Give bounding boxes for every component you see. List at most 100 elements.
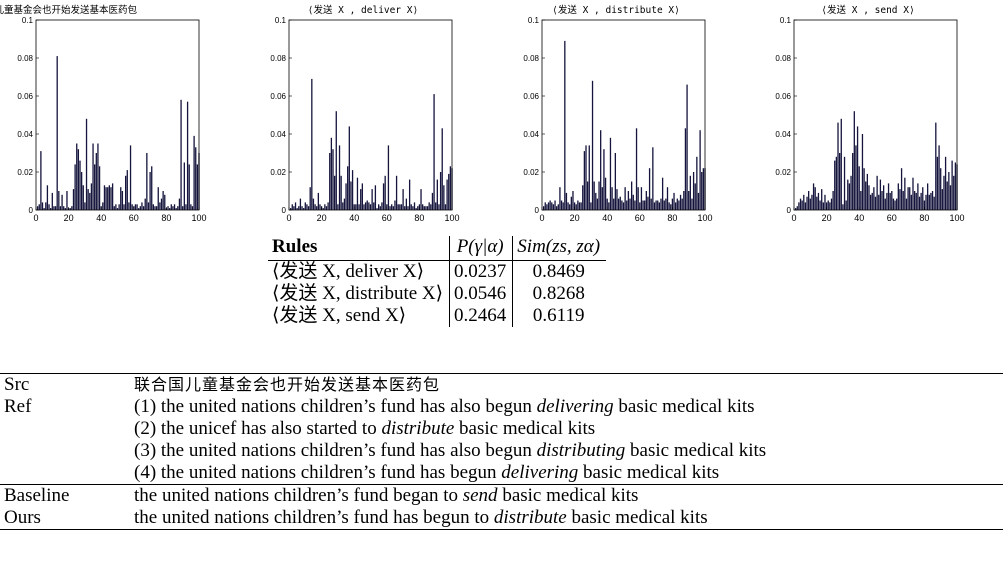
- chart-panel-deliver: ⟨发送 X , deliver X⟩ 0 20 40 60 80 100 0 0.02 0.04…: [253, 2, 473, 230]
- bar: [582, 185, 584, 210]
- row-label: Ours: [4, 507, 41, 528]
- bar: [590, 202, 592, 210]
- bar: [609, 137, 612, 210]
- bar: [296, 208, 298, 210]
- bar: [873, 187, 875, 210]
- bar: [84, 202, 86, 210]
- bar: [913, 191, 916, 210]
- bar: [830, 198, 833, 210]
- y-tick-label: 0.04: [17, 130, 33, 139]
- bar-chart-deliver: 0 20 40 60 80 100 0 0.02 0.04 0.06 0.08 0.1: [270, 16, 459, 223]
- bar: [425, 206, 427, 210]
- bar: [845, 200, 847, 210]
- bar: [931, 191, 934, 210]
- bar: [356, 177, 359, 210]
- chart-panel-distribute: ⟨发送 X , distribute X⟩ 0 20 40 60 80 100 0 0.02 0…: [506, 2, 726, 230]
- bar: [600, 130, 602, 210]
- bar: [860, 191, 862, 210]
- bar: [564, 40, 566, 211]
- bar: [441, 128, 443, 210]
- bar: [910, 194, 913, 210]
- src-row: Src 联合国儿童基金会也开始发送基本医药包: [0, 373, 1003, 396]
- y-tick-label: 0.04: [270, 130, 286, 139]
- bar: [547, 202, 550, 210]
- bar: [64, 208, 66, 210]
- bar: [177, 206, 179, 210]
- examples-table: Src 联合国儿童基金会也开始发送基本医药包 Ref (1) the unite…: [0, 373, 1003, 530]
- bar: [355, 204, 357, 210]
- bar: [865, 181, 867, 210]
- bar: [941, 189, 943, 210]
- bar: [340, 175, 342, 210]
- bar: [48, 204, 50, 210]
- bar: [303, 208, 305, 210]
- bar: [586, 181, 589, 210]
- bar: [918, 196, 921, 210]
- bar: [678, 200, 680, 210]
- bar: [639, 202, 641, 210]
- x-tick-label: 40: [854, 213, 864, 223]
- bar: [554, 200, 556, 210]
- bar: [376, 208, 378, 210]
- bar: [915, 192, 917, 210]
- bar: [920, 192, 922, 210]
- bar: [613, 198, 615, 210]
- chart-title: 联合国儿童基金会也开始发送基本医药包: [0, 5, 138, 16]
- y-tick-label: 0.08: [775, 54, 791, 63]
- similarity-cell: 0.6119: [512, 305, 607, 327]
- bar: [630, 181, 633, 210]
- bar: [157, 187, 159, 210]
- x-tick-label: 60: [635, 213, 645, 223]
- bar: [684, 128, 687, 210]
- bar: [373, 202, 375, 210]
- y-tick-label: 0.06: [775, 92, 791, 101]
- x-tick-label: 20: [570, 213, 580, 223]
- plot-frame: [35, 19, 200, 211]
- bar: [798, 202, 800, 210]
- bar: [837, 122, 839, 210]
- bar: [324, 204, 326, 210]
- bar: [848, 183, 851, 210]
- bar: [578, 202, 581, 210]
- bar: [954, 162, 957, 210]
- bar: [565, 192, 568, 210]
- bar: [824, 194, 826, 210]
- bar: [298, 206, 300, 210]
- source-sentence: 联合国儿童基金会也开始发送基本医药包: [134, 375, 441, 394]
- x-tick-label: 20: [317, 213, 327, 223]
- bar: [105, 187, 107, 210]
- bar: [689, 175, 691, 210]
- row-label-empty: [0, 418, 134, 440]
- bar: [619, 196, 621, 210]
- bar: [850, 175, 852, 210]
- bar: [902, 191, 904, 210]
- chart-title: ⟨发送 X , deliver X⟩: [307, 5, 419, 16]
- bar: [159, 202, 161, 210]
- chart-title: ⟨发送 X , distribute X⟩: [552, 5, 680, 16]
- bar: [97, 143, 99, 210]
- bar: [382, 183, 385, 210]
- bar: [196, 164, 199, 210]
- bar: [381, 202, 383, 210]
- bar: [149, 172, 151, 210]
- bar: [627, 191, 630, 210]
- bar: [58, 191, 60, 210]
- bar: [126, 170, 128, 210]
- bar: [136, 204, 138, 210]
- row-label-empty: [0, 462, 134, 484]
- bar: [444, 204, 447, 210]
- bar: [190, 204, 192, 210]
- bar: [632, 194, 634, 210]
- y-tick-label: 0.1: [528, 16, 540, 25]
- bar: [182, 206, 184, 210]
- bar: [345, 183, 347, 210]
- bar: [812, 183, 815, 210]
- bar: [922, 187, 924, 210]
- similarity-cell: 0.8469: [512, 260, 607, 283]
- x-tick-label: 20: [822, 213, 832, 223]
- bar: [172, 206, 174, 210]
- bar: [397, 204, 399, 210]
- header-rules: Rules: [272, 236, 318, 257]
- bar: [611, 187, 613, 210]
- x-tick-label: 40: [602, 213, 612, 223]
